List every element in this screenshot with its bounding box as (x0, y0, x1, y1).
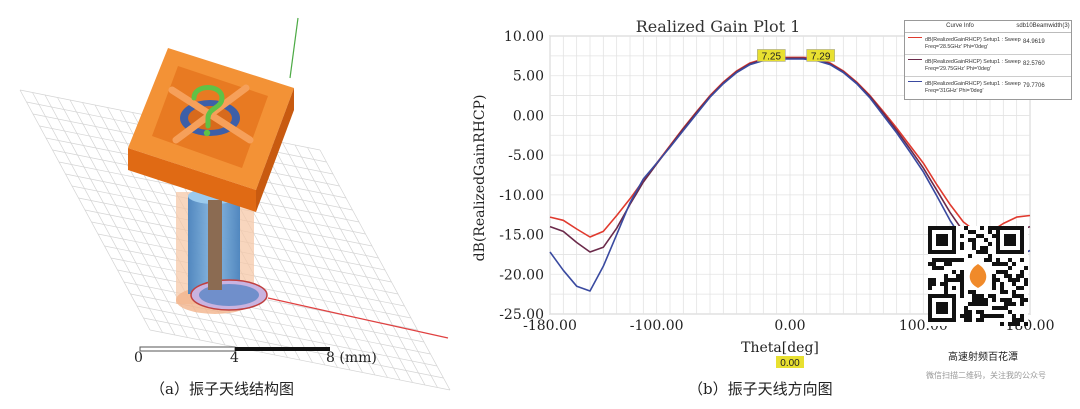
cavity-block (128, 48, 294, 212)
x-tick-label: -180.00 (523, 318, 577, 334)
qr-code-image (928, 226, 1028, 326)
chart-title: Realized Gain Plot 1 (636, 17, 801, 36)
y-tick-label: 5.00 (513, 69, 544, 85)
scale-bar (139, 346, 330, 352)
y-tick-label: 10.00 (504, 29, 544, 45)
legend-series-name: dB(RealizedGainRHCP) Setup1 : Sweep Freq… (925, 37, 1021, 50)
legend-swatch-dark (908, 59, 922, 60)
legend-header-beamwidth: sdb10Beamwidth(3) (1016, 23, 1070, 29)
legend-series-name: dB(RealizedGainRHCP) Setup1 : Sweep Freq… (925, 81, 1021, 94)
legend-entry: dB(RealizedGainRHCP) Setup1 : Sweep Freq… (905, 55, 1071, 77)
y-tick-label: -20.00 (499, 267, 544, 283)
marker-box (757, 49, 786, 62)
y-tick-label: -10.00 (499, 188, 544, 204)
y-axis-label: dB(RealizedGainRHCP) (472, 95, 488, 262)
follow-note: 微信扫描二维码，关注我的公众号 (926, 371, 1046, 380)
legend-swatch-red (908, 37, 922, 38)
marker-label: 7.29 (811, 51, 831, 62)
x-axis-label: Theta[deg] (741, 340, 819, 356)
legend-series-value: 84.9619 (1023, 39, 1045, 45)
legend-series-value: 79.7706 (1023, 83, 1045, 89)
marker-label: 7.25 (762, 51, 782, 62)
brand-name: 高速射频百花潭 (948, 352, 1018, 363)
chart-series (549, 56, 1031, 292)
x-tick-label: 0.00 (774, 318, 805, 334)
z-axis-line (289, 17, 299, 79)
legend-series-value: 82.5760 (1023, 61, 1045, 67)
series-line (549, 58, 1031, 292)
y-tick-label: -25.00 (499, 307, 544, 323)
legend-entry: dB(RealizedGainRHCP) Setup1 : Sweep Freq… (905, 77, 1071, 98)
chart-markers: 7.25 7.29 0.00 (757, 49, 835, 369)
antenna-structure-panel: 0 4 8 (mm) （a）振子天线结构图 (0, 0, 470, 404)
caption-b: （b）振子天线方向图 (688, 380, 833, 398)
x-axis-line (267, 297, 449, 339)
caption-a: （a）振子天线结构图 (150, 380, 294, 398)
legend-swatch-blue (908, 81, 922, 82)
x-tick-label: -100.00 (630, 318, 684, 334)
feed-cylinder (188, 188, 268, 311)
scale-tick-0: 0 (134, 350, 143, 366)
legend-entry: dB(RealizedGainRHCP) Setup1 : Sweep Freq… (905, 33, 1071, 55)
scale-tick-8mm: 8 (mm) (326, 350, 377, 366)
chart-legend: Curve Info sdb10Beamwidth(3) dB(Realized… (904, 20, 1072, 100)
y-tick-label: -15.00 (499, 228, 544, 244)
antenna-3d-view (19, 17, 451, 391)
x-marker-box (776, 356, 804, 368)
legend-header: Curve Info sdb10Beamwidth(3) (905, 21, 1071, 33)
marker-box (806, 49, 835, 62)
x-marker-label: 0.00 (780, 358, 800, 369)
y-tick-label: 0.00 (513, 108, 544, 124)
legend-header-curve-info: Curve Info (946, 23, 974, 29)
legend-series-name: dB(RealizedGainRHCP) Setup1 : Sweep Freq… (925, 59, 1021, 72)
scale-tick-4: 4 (230, 350, 239, 366)
y-tick-label: -5.00 (508, 148, 544, 164)
gain-plot-panel: -180.00 -100.00 0.00 100.00 180.00 10.00 5.00 0… (470, 0, 1080, 404)
